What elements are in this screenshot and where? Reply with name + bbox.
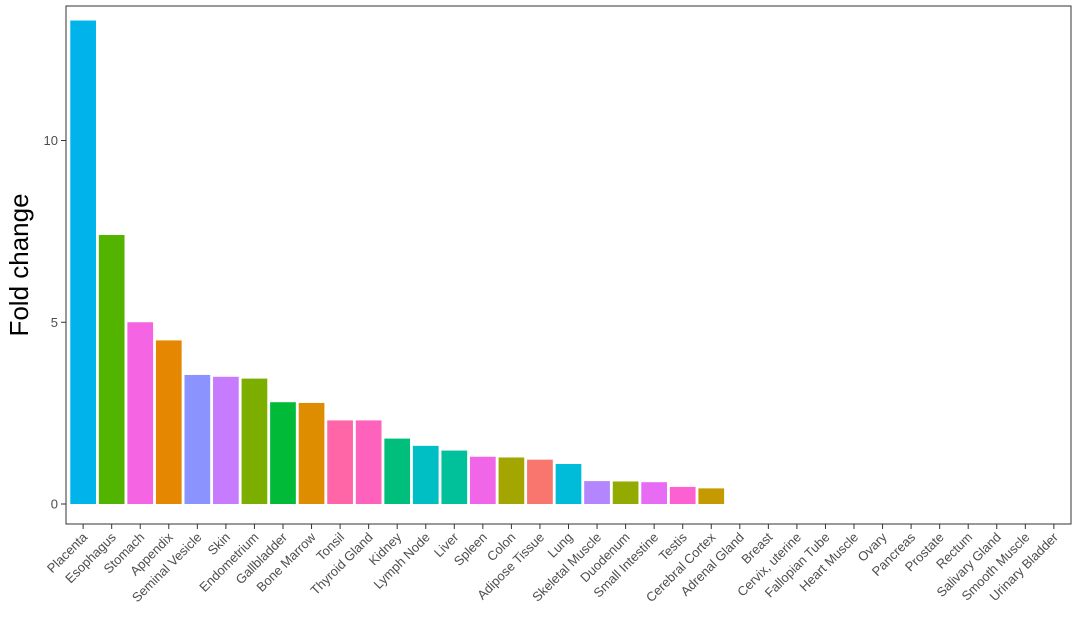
bar-testis	[669, 486, 696, 504]
y-tick-label: 0	[51, 497, 58, 512]
y-tick-label: 5	[51, 315, 58, 330]
bar-gallbladder	[270, 402, 296, 504]
bar-skeletal-muscle	[584, 481, 610, 505]
bar-liver	[441, 450, 468, 505]
bar-cerebral-cortex	[698, 488, 725, 505]
bar-adipose-tissue	[527, 459, 553, 505]
bars-layer	[70, 20, 725, 505]
bar-kidney	[384, 438, 411, 505]
y-axis-title: Fold change	[4, 193, 34, 336]
bar-thyroid-gland	[355, 420, 382, 505]
bar-stomach	[127, 322, 154, 504]
bar-spleen	[470, 456, 496, 505]
bar-bone-marrow	[298, 402, 325, 505]
y-tick-label: 10	[44, 133, 58, 148]
bar-lymph-node	[412, 445, 439, 505]
bar-appendix	[155, 340, 182, 505]
x-axis: PlacentaEsophagusStomachAppendixSeminal …	[44, 524, 1061, 605]
bar-skin	[213, 376, 239, 505]
bar-small-intestine	[641, 482, 668, 505]
y-axis: 0 5 10	[44, 133, 66, 512]
bar-placenta	[70, 20, 96, 505]
bar-duodenum	[612, 481, 639, 505]
bar-endometrium	[241, 378, 268, 505]
bar-esophagus	[98, 235, 125, 505]
bar-lung	[555, 464, 582, 505]
bar-seminal-vesicle	[184, 374, 211, 505]
bar-colon	[498, 457, 525, 505]
bar-tonsil	[327, 420, 353, 505]
